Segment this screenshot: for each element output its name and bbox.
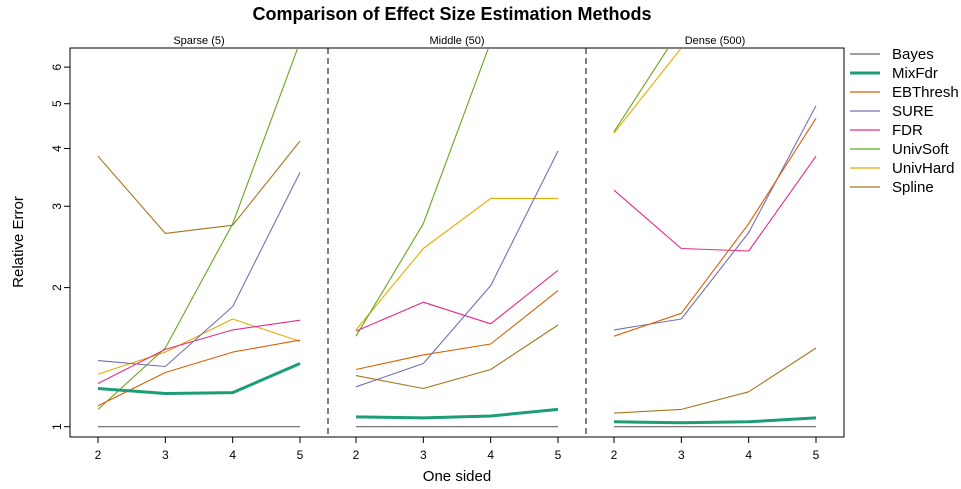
legend: Bayes MixFdr EBThresh SURE FDR UnivSoft UnivHa… (850, 46, 959, 196)
series-line-ebthresh (97, 339, 301, 407)
x-tick-label: 4 (229, 448, 236, 462)
series-line-univhard (355, 197, 558, 331)
y-axis-title: Relative Error (10, 196, 27, 288)
y-tick-label: 2 (50, 284, 64, 291)
y-tick-label: 5 (50, 100, 64, 107)
x-tick-label: 3 (420, 448, 427, 462)
series-line-ebthresh (613, 118, 817, 337)
series-line-ebthresh (355, 290, 559, 371)
legend-label-ebthresh: EBThresh (892, 84, 959, 101)
series-line-fdr (97, 319, 301, 384)
x-tick-label: 2 (611, 448, 618, 462)
series-line-mixfdr (355, 407, 559, 420)
x-tick-label: 5 (555, 448, 562, 462)
panel-series-group (613, 49, 817, 428)
y-tick-label: 4 (50, 145, 64, 152)
series-line-spline (355, 324, 559, 390)
x-axis-title: One sided (423, 468, 491, 485)
panel-label: Sparse (5) (173, 35, 224, 47)
series-line-fdr (613, 155, 817, 252)
panel-label: Dense (500) (685, 35, 746, 47)
x-tick-label: 5 (813, 448, 820, 462)
series-line-mixfdr (97, 362, 301, 395)
legend-label-bayes: Bayes (892, 46, 934, 63)
series-line-spline (613, 347, 817, 414)
series-line-univsoft (97, 49, 298, 410)
panel-series-group (355, 49, 559, 428)
legend-label-univhard: UnivHard (892, 160, 955, 177)
series-line-univsoft (613, 49, 669, 132)
series-line-univhard (613, 49, 682, 134)
y-tick-label: 3 (50, 203, 64, 210)
series-line-sure (355, 150, 559, 388)
x-tick-label: 3 (678, 448, 685, 462)
series-line-sure (613, 105, 817, 331)
x-tick-label: 5 (297, 448, 304, 462)
legend-label-univsoft: UnivSoft (892, 141, 950, 158)
series-line-sure (97, 172, 301, 368)
panels-group (97, 49, 817, 428)
series-line-mixfdr (613, 416, 817, 425)
x-tick-label: 2 (353, 448, 360, 462)
x-tick-label: 3 (162, 448, 169, 462)
panel-label: Middle (50) (429, 35, 484, 47)
legend-label-sure: SURE (892, 103, 934, 120)
chart-title: Comparison of Effect Size Estimation Met… (252, 4, 651, 24)
y-tick-label: 6 (50, 63, 64, 70)
plot-frame (69, 47, 845, 438)
legend-label-mixfdr: MixFdr (892, 65, 938, 82)
x-tick-label: 4 (745, 448, 752, 462)
series-line-univsoft (355, 49, 489, 337)
x-tick-label: 4 (487, 448, 494, 462)
series-line-univhard (97, 318, 301, 375)
legend-label-spline: Spline (892, 179, 934, 196)
series-line-fdr (355, 269, 559, 332)
series-line-spline (97, 140, 301, 234)
x-tick-label: 2 (95, 448, 102, 462)
legend-label-fdr: FDR (892, 122, 923, 139)
axes-group: Sparse (5) 2 3 4 5 Middle (50) 2 3 4 5 Dense (500)… (50, 35, 819, 462)
panel-series-group (97, 49, 301, 428)
y-tick-label: 1 (50, 423, 64, 430)
